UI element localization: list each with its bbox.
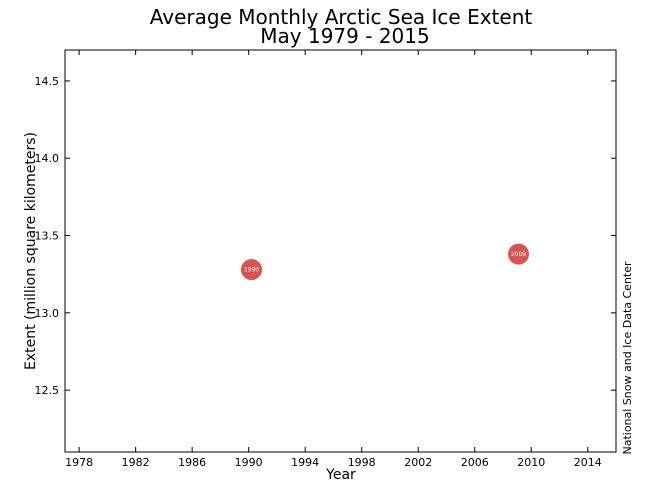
x-axis-label: Year [325,467,356,483]
data-point-label: 1990 [244,267,259,274]
plot-area [64,49,617,453]
y-tick-label: 14.0 [35,152,60,165]
data-point-label: 2009 [511,251,526,258]
x-tick-label: 1994 [291,456,319,469]
credit-label: National Snow and Ice Data Center [621,261,634,455]
x-tick-label: 2014 [574,456,602,469]
chart-title: Average Monthly Arctic Sea Ice Extent [150,5,533,29]
data-point [508,243,530,265]
x-axis-ticks: 1978 1982 1986 1990 1994 1998 2002 2006 2010 2014 [65,50,602,469]
x-tick-label: 1986 [178,456,206,469]
y-tick-label: 13.5 [35,230,60,243]
chart-subtitle: May 1979 - 2015 [260,24,429,48]
y-tick-label: 13.0 [35,307,60,320]
x-tick-label: 2006 [461,456,489,469]
y-tick-label: 14.5 [35,75,60,88]
y-axis-label: Extent (million square kilometers) [23,132,39,370]
data-point [240,259,262,281]
x-tick-label: 2010 [517,456,545,469]
x-tick-label: 1982 [122,456,150,469]
y-axis-ticks: 12.5 13.0 13.5 14.0 14.5 [35,75,616,397]
y-tick-label: 12.5 [35,384,60,397]
x-tick-label: 1998 [348,456,376,469]
x-tick-label: 1990 [235,456,263,469]
x-tick-label: 1978 [65,456,93,469]
x-tick-label: 2002 [404,456,432,469]
data-points: 1990 2009 [240,243,530,281]
